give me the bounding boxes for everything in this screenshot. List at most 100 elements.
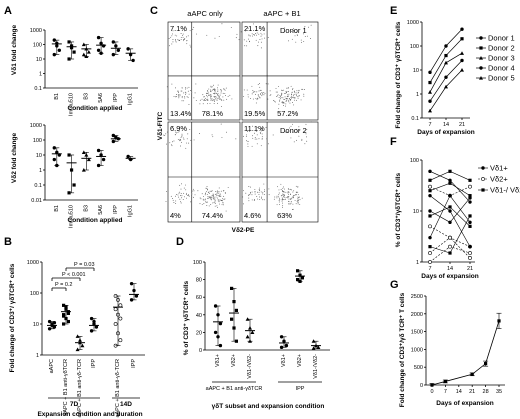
- facs-event: [247, 96, 249, 98]
- facs-event: [184, 87, 186, 89]
- facs-event: [195, 33, 197, 35]
- facs-event: [254, 34, 256, 36]
- facs-event: [205, 187, 207, 189]
- data-point: [86, 50, 91, 54]
- facs-event: [246, 45, 248, 47]
- facs-event: [274, 196, 276, 198]
- data-point: [448, 235, 452, 240]
- facs-event: [247, 38, 249, 40]
- facs-event: [251, 33, 253, 35]
- facs-event: [254, 193, 256, 195]
- facs-event: [219, 98, 221, 100]
- facs-event: [223, 190, 225, 192]
- facs-event: [204, 201, 206, 203]
- facs-event: [277, 186, 278, 188]
- facs-event: [260, 41, 262, 43]
- facs-event: [210, 91, 212, 93]
- group-label: 7D: [70, 401, 79, 408]
- facs-event: [246, 134, 247, 136]
- facs-event: [218, 195, 220, 197]
- facs-event: [213, 88, 215, 90]
- A-y-tick-label: 0.1: [34, 183, 42, 189]
- D-tick-label: 40: [196, 313, 202, 319]
- facs-event: [288, 191, 290, 193]
- A-bottom-xlabel: Condition applied: [68, 217, 123, 224]
- facs-event: [250, 97, 252, 99]
- data-point: [428, 245, 432, 249]
- facs-event: [279, 197, 280, 199]
- facs-event: [185, 142, 187, 144]
- facs-event: [282, 191, 284, 192]
- data-point: [468, 244, 472, 249]
- facs-event: [291, 92, 293, 93]
- facs-event: [172, 30, 174, 32]
- facs-event: [262, 199, 264, 201]
- facs-event: [306, 35, 308, 37]
- facs-event: [214, 99, 215, 101]
- facs-event: [287, 100, 289, 101]
- facs-event: [296, 200, 298, 202]
- A-y-tick-label: 1: [39, 168, 42, 174]
- data-point: [460, 58, 464, 63]
- facs-event: [255, 102, 257, 104]
- facs-event: [224, 191, 226, 193]
- facs-event: [261, 130, 263, 132]
- facs-event: [291, 95, 293, 97]
- facs-event: [261, 38, 263, 40]
- facs-event: [297, 191, 299, 193]
- facs-event: [212, 198, 214, 200]
- facs-event: [166, 131, 168, 133]
- facs-event: [263, 33, 265, 35]
- facs-event: [261, 197, 262, 199]
- facs-event: [203, 96, 205, 98]
- facs-event: [280, 183, 282, 185]
- data-point: [444, 75, 448, 79]
- facs-event: [183, 196, 185, 198]
- facs-event: [258, 90, 260, 92]
- facs-event: [219, 203, 221, 205]
- facs-event: [285, 101, 287, 102]
- facs-event: [249, 192, 251, 194]
- category-label: Vδ1+: [281, 354, 287, 367]
- facs-event: [256, 99, 258, 101]
- facs-event: [218, 191, 220, 193]
- facs-event: [212, 197, 214, 199]
- legend-label: Vδ1-/ Vδ2-: [490, 186, 520, 195]
- facs-event: [256, 134, 258, 136]
- facs-event: [256, 91, 258, 93]
- facs-event: [287, 94, 289, 96]
- facs-event: [287, 191, 289, 193]
- facs-event: [290, 189, 292, 191]
- facs-event: [175, 40, 176, 42]
- facs-event: [297, 200, 299, 202]
- facs-event: [193, 139, 195, 141]
- data-point: [101, 157, 106, 162]
- facs-event: [235, 138, 237, 140]
- facs-event: [182, 36, 184, 38]
- facs-event: [166, 190, 168, 192]
- facs-event: [185, 194, 187, 196]
- facs-event: [295, 92, 297, 94]
- A-y-tick-label: 100: [33, 138, 42, 144]
- facs-event: [278, 97, 280, 98]
- facs-event: [285, 93, 287, 94]
- facs-event: [197, 190, 199, 192]
- facs-event: [226, 131, 227, 133]
- panel-letter-A: A: [4, 5, 12, 17]
- facs-event: [206, 98, 208, 100]
- facs-event: [172, 33, 174, 35]
- facs-event: [214, 91, 216, 93]
- facs-event: [282, 199, 284, 201]
- facs-event: [205, 97, 207, 99]
- facs-event: [251, 35, 253, 37]
- facs-event: [273, 100, 275, 102]
- G-xtick-label: 28: [483, 389, 489, 395]
- facs-event: [297, 97, 299, 99]
- facs-event: [186, 40, 188, 42]
- facs-event: [282, 193, 284, 195]
- facs-event: [283, 102, 285, 104]
- facs-event: [283, 93, 285, 94]
- facs-event: [219, 199, 221, 201]
- data-point: [57, 48, 62, 52]
